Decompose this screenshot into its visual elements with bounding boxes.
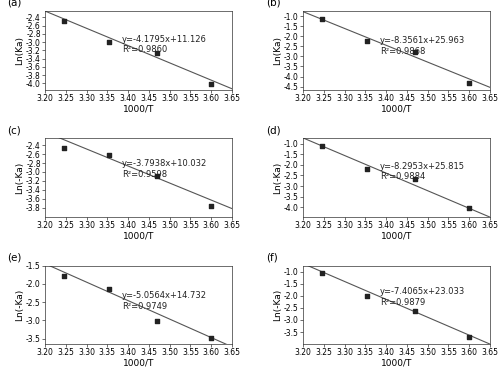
Point <box>364 293 372 299</box>
Point <box>153 318 161 324</box>
Y-axis label: Ln(Ka): Ln(Ka) <box>16 36 24 65</box>
Point <box>106 286 114 292</box>
Text: y=-5.0564x+14.732
R²=0.9749: y=-5.0564x+14.732 R²=0.9749 <box>122 291 207 310</box>
Point <box>364 38 372 44</box>
Point <box>318 16 326 22</box>
Point <box>60 273 68 279</box>
Y-axis label: Ln(-Ka): Ln(-Ka) <box>16 289 24 321</box>
X-axis label: 1000/T: 1000/T <box>123 231 154 240</box>
Text: y=-8.2953x+25.815
R²=0.9884: y=-8.2953x+25.815 R²=0.9884 <box>380 162 465 181</box>
Point <box>465 334 473 340</box>
Point <box>364 166 372 172</box>
Point <box>207 335 215 341</box>
X-axis label: 1000/T: 1000/T <box>123 104 154 113</box>
Point <box>411 49 419 55</box>
Point <box>318 144 326 149</box>
X-axis label: 1000/T: 1000/T <box>381 104 412 113</box>
Point <box>60 145 68 151</box>
Text: (f): (f) <box>266 252 278 262</box>
Y-axis label: Ln(Ka): Ln(Ka) <box>274 36 282 65</box>
Text: (d): (d) <box>266 125 280 135</box>
Text: (b): (b) <box>266 0 280 8</box>
Text: y=-8.3561x+25.963
R²=0.9868: y=-8.3561x+25.963 R²=0.9868 <box>380 36 465 55</box>
X-axis label: 1000/T: 1000/T <box>381 359 412 368</box>
Y-axis label: Ln(-Ka): Ln(-Ka) <box>274 161 282 194</box>
Point <box>411 176 419 182</box>
Point <box>207 81 215 87</box>
Point <box>465 80 473 85</box>
Text: (c): (c) <box>8 125 22 135</box>
Point <box>411 309 419 314</box>
Point <box>60 18 68 24</box>
Text: y=-3.7938x+10.032
R²=0.9598: y=-3.7938x+10.032 R²=0.9598 <box>122 159 207 179</box>
Point <box>153 50 161 56</box>
Point <box>318 270 326 276</box>
Point <box>106 39 114 45</box>
Point <box>106 152 114 158</box>
Y-axis label: Ln(-Ka): Ln(-Ka) <box>274 289 282 321</box>
Text: y=-7.4065x+23.033
R²=0.9879: y=-7.4065x+23.033 R²=0.9879 <box>380 287 465 307</box>
Point <box>465 205 473 211</box>
Point <box>153 174 161 179</box>
Text: (a): (a) <box>8 0 22 8</box>
Text: (e): (e) <box>8 252 22 262</box>
Text: y=-4.1795x+11.126
R²=0.9860: y=-4.1795x+11.126 R²=0.9860 <box>122 35 206 54</box>
Point <box>207 203 215 209</box>
Y-axis label: Ln(-Ka): Ln(-Ka) <box>16 161 24 194</box>
X-axis label: 1000/T: 1000/T <box>123 359 154 368</box>
X-axis label: 1000/T: 1000/T <box>381 231 412 240</box>
